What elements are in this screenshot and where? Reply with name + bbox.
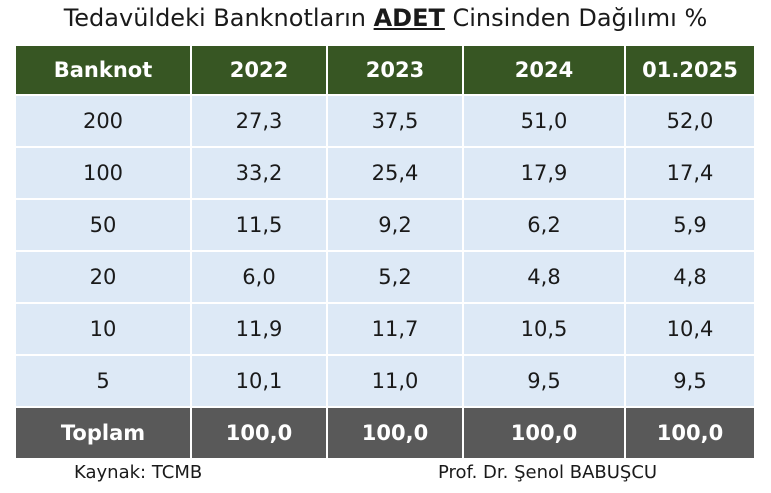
title-suffix: Cinsinden Dağılımı %: [444, 4, 708, 32]
cell-banknot: 200: [14, 94, 192, 148]
cell-value: 17,4: [624, 146, 756, 200]
cell-value: 11,5: [190, 198, 328, 252]
cell-banknot: 5: [14, 354, 192, 408]
cell-value: 9,2: [326, 198, 464, 252]
banknote-distribution-table: Banknot 2022 2023 2024 01.2025 200 27,3 …: [14, 44, 756, 460]
cell-value: 6,2: [462, 198, 626, 252]
cell-value: 52,0: [624, 94, 756, 148]
total-value: 100,0: [326, 406, 464, 460]
cell-value: 33,2: [190, 146, 328, 200]
table-row: 5 10,1 11,0 9,5 9,5: [14, 354, 756, 408]
cell-value: 10,4: [624, 302, 756, 356]
cell-value: 37,5: [326, 94, 464, 148]
cell-value: 5,9: [624, 198, 756, 252]
title-emphasis: ADET: [373, 4, 445, 32]
author-credit: Prof. Dr. Şenol BABUŞCU: [438, 462, 658, 483]
total-value: 100,0: [190, 406, 328, 460]
cell-value: 25,4: [326, 146, 464, 200]
cell-value: 27,3: [190, 94, 328, 148]
cell-banknot: 10: [14, 302, 192, 356]
cell-value: 11,9: [190, 302, 328, 356]
cell-banknot: 50: [14, 198, 192, 252]
cell-value: 51,0: [462, 94, 626, 148]
cell-value: 10,1: [190, 354, 328, 408]
cell-value: 4,8: [624, 250, 756, 304]
header-2022: 2022: [190, 44, 328, 96]
cell-value: 10,5: [462, 302, 626, 356]
table-row: 20 6,0 5,2 4,8 4,8: [14, 250, 756, 304]
table-row: 50 11,5 9,2 6,2 5,9: [14, 198, 756, 252]
cell-value: 4,8: [462, 250, 626, 304]
table-row: 10 11,9 11,7 10,5 10,4: [14, 302, 756, 356]
header-banknot: Banknot: [14, 44, 192, 96]
header-01-2025: 01.2025: [624, 44, 756, 96]
header-row: Banknot 2022 2023 2024 01.2025: [14, 44, 756, 96]
title-prefix: Tedavüldeki Banknotların: [63, 4, 374, 32]
total-value: 100,0: [624, 406, 756, 460]
cell-value: 6,0: [190, 250, 328, 304]
cell-value: 17,9: [462, 146, 626, 200]
table-row: 200 27,3 37,5 51,0 52,0: [14, 94, 756, 148]
cell-value: 5,2: [326, 250, 464, 304]
cell-value: 11,7: [326, 302, 464, 356]
cell-value: 11,0: [326, 354, 464, 408]
source-note: Kaynak: TCMB: [74, 462, 203, 483]
table-row: 100 33,2 25,4 17,9 17,4: [14, 146, 756, 200]
header-2024: 2024: [462, 44, 626, 96]
chart-title: Tedavüldeki Banknotların ADET Cinsinden …: [0, 4, 771, 32]
total-row: Toplam 100,0 100,0 100,0 100,0: [14, 406, 756, 460]
header-2023: 2023: [326, 44, 464, 96]
cell-banknot: 100: [14, 146, 192, 200]
total-value: 100,0: [462, 406, 626, 460]
cell-value: 9,5: [462, 354, 626, 408]
cell-banknot: 20: [14, 250, 192, 304]
cell-value: 9,5: [624, 354, 756, 408]
total-label: Toplam: [14, 406, 192, 460]
